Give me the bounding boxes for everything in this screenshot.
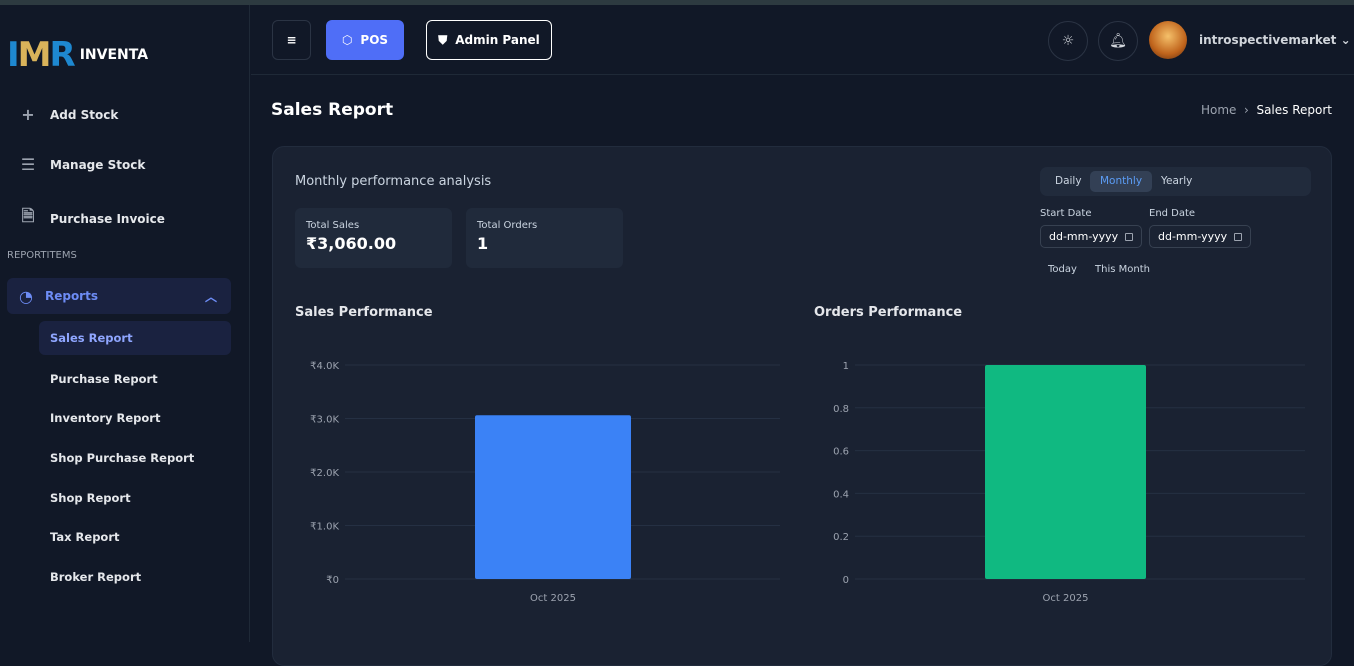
logo-mark: IMR — [7, 35, 76, 75]
y-tick-label: ₹4.0K — [310, 361, 339, 372]
sidebar-sub-inventory-report[interactable]: Inventory Report — [50, 411, 161, 425]
sun-icon: ☼ — [1061, 33, 1075, 49]
user-menu[interactable]: introspectivemarket ⌄ — [1199, 33, 1351, 47]
calendar-icon[interactable] — [1234, 232, 1242, 241]
logo[interactable]: IMR INVENTA — [7, 35, 148, 75]
y-tick-label: 0.6 — [833, 447, 849, 458]
label: Reports — [44, 289, 98, 303]
placeholder: dd-mm-yyyy — [1049, 230, 1119, 243]
sidebar-sub-sales-report[interactable]: Sales Report — [39, 321, 231, 355]
end-date-label: End Date — [1149, 208, 1196, 219]
stat-total-sales: Total Sales ₹3,060.00 — [295, 208, 452, 268]
y-tick-label: ₹2.0K — [310, 468, 339, 479]
stat-label: Total Sales — [306, 220, 360, 231]
shield-icon: ⛊ — [438, 32, 448, 47]
sidebar-item-manage-stock[interactable]: ☰ Manage Stock — [20, 155, 145, 174]
plus-icon: + — [21, 105, 35, 124]
y-tick-label: 1 — [843, 361, 849, 372]
breadcrumb-home[interactable]: Home — [1200, 103, 1237, 117]
label: Add Stock — [50, 107, 119, 122]
sidebar-sub-shop-report[interactable]: Shop Report — [50, 491, 131, 505]
stat-value: 1 — [477, 234, 489, 253]
username: introspectivemarket — [1199, 33, 1337, 47]
pos-button[interactable]: ⬡ POS — [326, 20, 404, 60]
pie-chart-icon: ◔ — [19, 286, 33, 306]
sidebar-item-add-stock[interactable]: + Add Stock — [20, 105, 118, 124]
label: Purchase Invoice — [50, 211, 165, 226]
page-title: Sales Report — [271, 100, 394, 120]
brand-name: INVENTA — [79, 47, 149, 63]
document-icon: 🗎 — [21, 206, 35, 225]
section-label: REPORTITEMS — [7, 250, 77, 261]
window-top-bar — [0, 0, 1354, 5]
stat-value: ₹3,060.00 — [306, 234, 397, 253]
sales-chart-title: Sales Performance — [295, 305, 433, 320]
today-button[interactable]: Today — [1048, 264, 1077, 275]
orders-chart: 0 0.2 0.4 0.6 0.8 1 Oct 2025 — [833, 361, 1305, 604]
y-tick-label: 0.4 — [833, 489, 849, 500]
sidebar-sub-purchase-report[interactable]: Purchase Report — [50, 372, 158, 386]
x-tick-label: Oct 2025 — [1043, 593, 1089, 604]
stat-total-orders: Total Orders 1 — [466, 208, 623, 268]
sidebar: IMR INVENTA + Add Stock ☰ Manage Stock 🗎 Pur… — [0, 5, 250, 642]
calendar-icon[interactable] — [1125, 232, 1133, 241]
sidebar-sub-tax-report[interactable]: Tax Report — [50, 530, 120, 544]
top-header: ≡ ⬡ POS ⛊ Admin Panel ☼ 🔔︎ introspectivema… — [251, 5, 1354, 75]
admin-panel-button[interactable]: ⛊ Admin Panel — [426, 20, 552, 60]
list-icon: ☰ — [20, 155, 36, 174]
chevron-down-icon: ⌄ — [1340, 33, 1351, 47]
period-monthly[interactable]: Monthly — [1090, 171, 1153, 192]
menu-icon: ≡ — [286, 33, 297, 47]
period-selector: Daily Monthly Yearly — [1040, 167, 1311, 196]
sidebar-item-reports[interactable]: ◔ Reports ︿ — [7, 278, 231, 314]
label: POS — [360, 33, 389, 47]
breadcrumb-current: Sales Report — [1256, 103, 1332, 117]
bell-icon: 🔔︎ — [1109, 33, 1127, 49]
period-yearly[interactable]: Yearly — [1161, 175, 1193, 187]
label: Admin Panel — [455, 33, 540, 47]
y-tick-label: ₹1.0K — [310, 522, 339, 533]
y-tick-label: 0 — [843, 575, 849, 586]
placeholder: dd-mm-yyyy — [1158, 230, 1228, 243]
sidebar-sub-shop-purchase-report[interactable]: Shop Purchase Report — [50, 451, 195, 465]
y-tick-label: ₹0 — [326, 575, 339, 586]
start-date-label: Start Date — [1040, 208, 1092, 219]
sidebar-item-purchase-invoice[interactable]: 🗎 Purchase Invoice — [20, 205, 165, 232]
y-tick-label: ₹3.0K — [310, 415, 339, 426]
y-tick-label: 0.8 — [833, 404, 849, 415]
y-tick-label: 0.2 — [833, 532, 849, 543]
this-month-button[interactable]: This Month — [1095, 264, 1150, 275]
avatar[interactable] — [1149, 21, 1187, 59]
label: Manage Stock — [50, 157, 146, 172]
bar — [985, 365, 1146, 579]
bar — [475, 415, 631, 579]
theme-toggle-button[interactable]: ☼ — [1048, 21, 1088, 61]
breadcrumb: Home › Sales Report — [1200, 103, 1332, 117]
card-subtitle: Monthly performance analysis — [295, 174, 492, 189]
stat-label: Total Orders — [477, 220, 538, 231]
menu-toggle-button[interactable]: ≡ — [272, 20, 311, 60]
orders-chart-title: Orders Performance — [814, 305, 963, 320]
start-date-input[interactable]: dd-mm-yyyy — [1040, 225, 1142, 248]
chevron-up-icon: ︿ — [204, 289, 217, 304]
sales-chart: ₹0 ₹1.0K ₹2.0K ₹3.0K ₹4.0K Oct 2025 — [310, 361, 780, 604]
sidebar-sub-broker-report[interactable]: Broker Report — [50, 570, 142, 584]
x-tick-label: Oct 2025 — [530, 593, 576, 604]
notifications-button[interactable]: 🔔︎ — [1098, 21, 1138, 61]
period-daily[interactable]: Daily — [1055, 175, 1082, 187]
end-date-input[interactable]: dd-mm-yyyy — [1149, 225, 1251, 248]
cube-icon: ⬡ — [341, 33, 353, 47]
